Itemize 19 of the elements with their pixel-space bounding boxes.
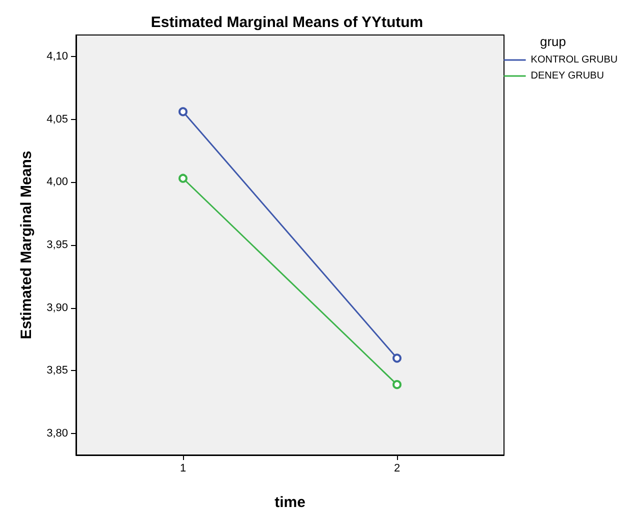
y-tick-label: 3,95	[46, 239, 68, 251]
legend-label: DENEY GRUBU	[530, 70, 604, 82]
point	[392, 380, 402, 390]
y-tick-label: 3,90	[46, 302, 68, 314]
point	[178, 174, 188, 183]
y-tick-label: 4,10	[46, 50, 68, 62]
legend-label: KONTROL GRUBU	[530, 54, 618, 66]
point	[392, 354, 402, 363]
legend-title: grup	[540, 34, 566, 49]
chart-title: Estimated Marginal Means of YYtutum	[150, 14, 424, 31]
y-tick-label: 4,05	[46, 113, 68, 126]
y-tick-label: 3,80	[46, 428, 68, 440]
y-axis-title: Estimated Marginal Means	[18, 150, 35, 340]
y-tick-label: 3,85	[46, 364, 68, 377]
y-tick-label: 4,00	[46, 176, 68, 188]
x-axis-title: time	[274, 494, 306, 511]
point	[178, 107, 188, 116]
x-tick-label: 2	[394, 462, 400, 474]
x-tick-label: 1	[180, 462, 186, 474]
